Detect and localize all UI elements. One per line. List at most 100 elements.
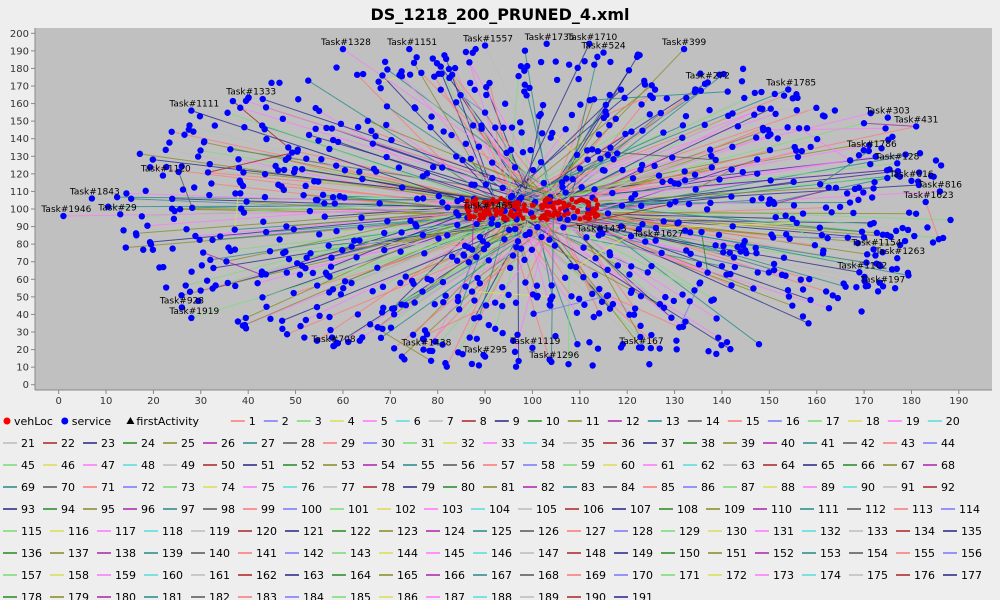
service-point: [562, 126, 569, 133]
service-point: [475, 143, 483, 150]
service-point: [798, 147, 806, 155]
service-point: [473, 220, 480, 228]
route-line: [524, 214, 559, 283]
service-point: [698, 228, 705, 236]
service-point: [728, 166, 735, 173]
service-point: [572, 263, 580, 271]
service-point: [682, 318, 689, 325]
legend-label: 81: [501, 481, 515, 494]
service-point: [626, 311, 633, 318]
service-point: [377, 84, 384, 92]
service-point: [521, 67, 528, 74]
service-point: [936, 188, 944, 195]
service-point: [354, 311, 362, 318]
service-point: [194, 153, 202, 160]
service-point: [473, 335, 481, 342]
service-point: [435, 235, 442, 242]
service-point: [872, 153, 879, 160]
service-point: [855, 152, 863, 159]
service-point: [242, 314, 250, 322]
legend-label: 20: [946, 415, 960, 428]
service-point: [889, 133, 896, 140]
service-point: [483, 91, 490, 99]
service-point: [741, 94, 748, 102]
service-point: [241, 321, 249, 329]
service-point: [409, 331, 417, 338]
legend-label: 161: [209, 569, 230, 582]
service-point: [461, 242, 469, 250]
route-line: [484, 45, 569, 222]
service-point: [686, 298, 693, 305]
legend-label: 66: [861, 459, 875, 472]
service-point: [511, 164, 519, 171]
service-point: [770, 260, 778, 268]
service-point: [858, 308, 865, 315]
x-axis-ticks: 0 10 20 30 40 50 60 70 80 90 100 110 120 130 140 150 160…: [56, 390, 968, 407]
service-point: [604, 266, 611, 274]
service-point: [695, 261, 703, 268]
route-line: [507, 214, 578, 314]
legend-label: 29: [341, 437, 355, 450]
route-line: [695, 169, 732, 190]
legend-label: 93: [21, 503, 35, 516]
service-point: [462, 140, 470, 147]
service-point: [236, 177, 243, 184]
service-point: [428, 113, 435, 120]
y-tick-label: 120: [10, 169, 29, 180]
legend-label: 69: [21, 481, 35, 494]
y-tick-label: 20: [16, 345, 29, 356]
legend-label: 144: [397, 547, 418, 560]
service-point: [673, 346, 680, 353]
service-point: [462, 48, 470, 56]
service-point: [279, 115, 287, 123]
service-point: [492, 124, 499, 131]
legend-label: 174: [820, 569, 841, 582]
service-point: [388, 136, 395, 144]
service-point: [329, 286, 337, 293]
service-point: [581, 301, 588, 308]
service-point: [459, 156, 466, 164]
service-point: [758, 88, 765, 96]
service-point: [499, 184, 506, 192]
service-point: [573, 309, 581, 316]
service-point: [539, 101, 547, 109]
service-point: [549, 293, 556, 300]
legend-label: 85: [661, 481, 675, 494]
y-tick-label: 110: [10, 187, 29, 198]
service-point: [499, 329, 506, 337]
service-point: [280, 166, 288, 174]
service-point: [799, 286, 807, 293]
vehloc-point: [473, 196, 479, 202]
service-point: [412, 221, 419, 228]
service-point: [639, 127, 646, 134]
service-point: [718, 262, 726, 270]
route-line: [509, 89, 622, 199]
service-point: [379, 72, 386, 79]
service-point: [646, 111, 653, 118]
y-tick-label: 130: [10, 152, 29, 163]
legend-label: 104: [489, 503, 510, 516]
route-line: [125, 215, 506, 249]
service-point: [442, 359, 449, 367]
service-point: [882, 125, 889, 132]
service-point: [359, 175, 366, 183]
service-point: [766, 146, 774, 154]
vehloc-point: [542, 215, 548, 221]
legend-label: 147: [538, 547, 559, 560]
service-point: [313, 303, 321, 311]
service-point: [813, 104, 820, 112]
legend-label: 56: [461, 459, 475, 472]
service-point: [401, 356, 408, 363]
service-point: [789, 302, 796, 309]
service-point: [797, 276, 805, 283]
service-point: [862, 283, 870, 290]
y-tick-label: 160: [10, 99, 29, 110]
route-line: [147, 199, 497, 227]
service-point: [462, 283, 469, 290]
x-tick-label: 190: [949, 396, 968, 407]
x-tick-label: 160: [807, 396, 826, 407]
route-line: [774, 187, 837, 205]
service-point: [140, 246, 147, 253]
legend-label: 7: [447, 415, 454, 428]
service-point: [720, 70, 727, 78]
